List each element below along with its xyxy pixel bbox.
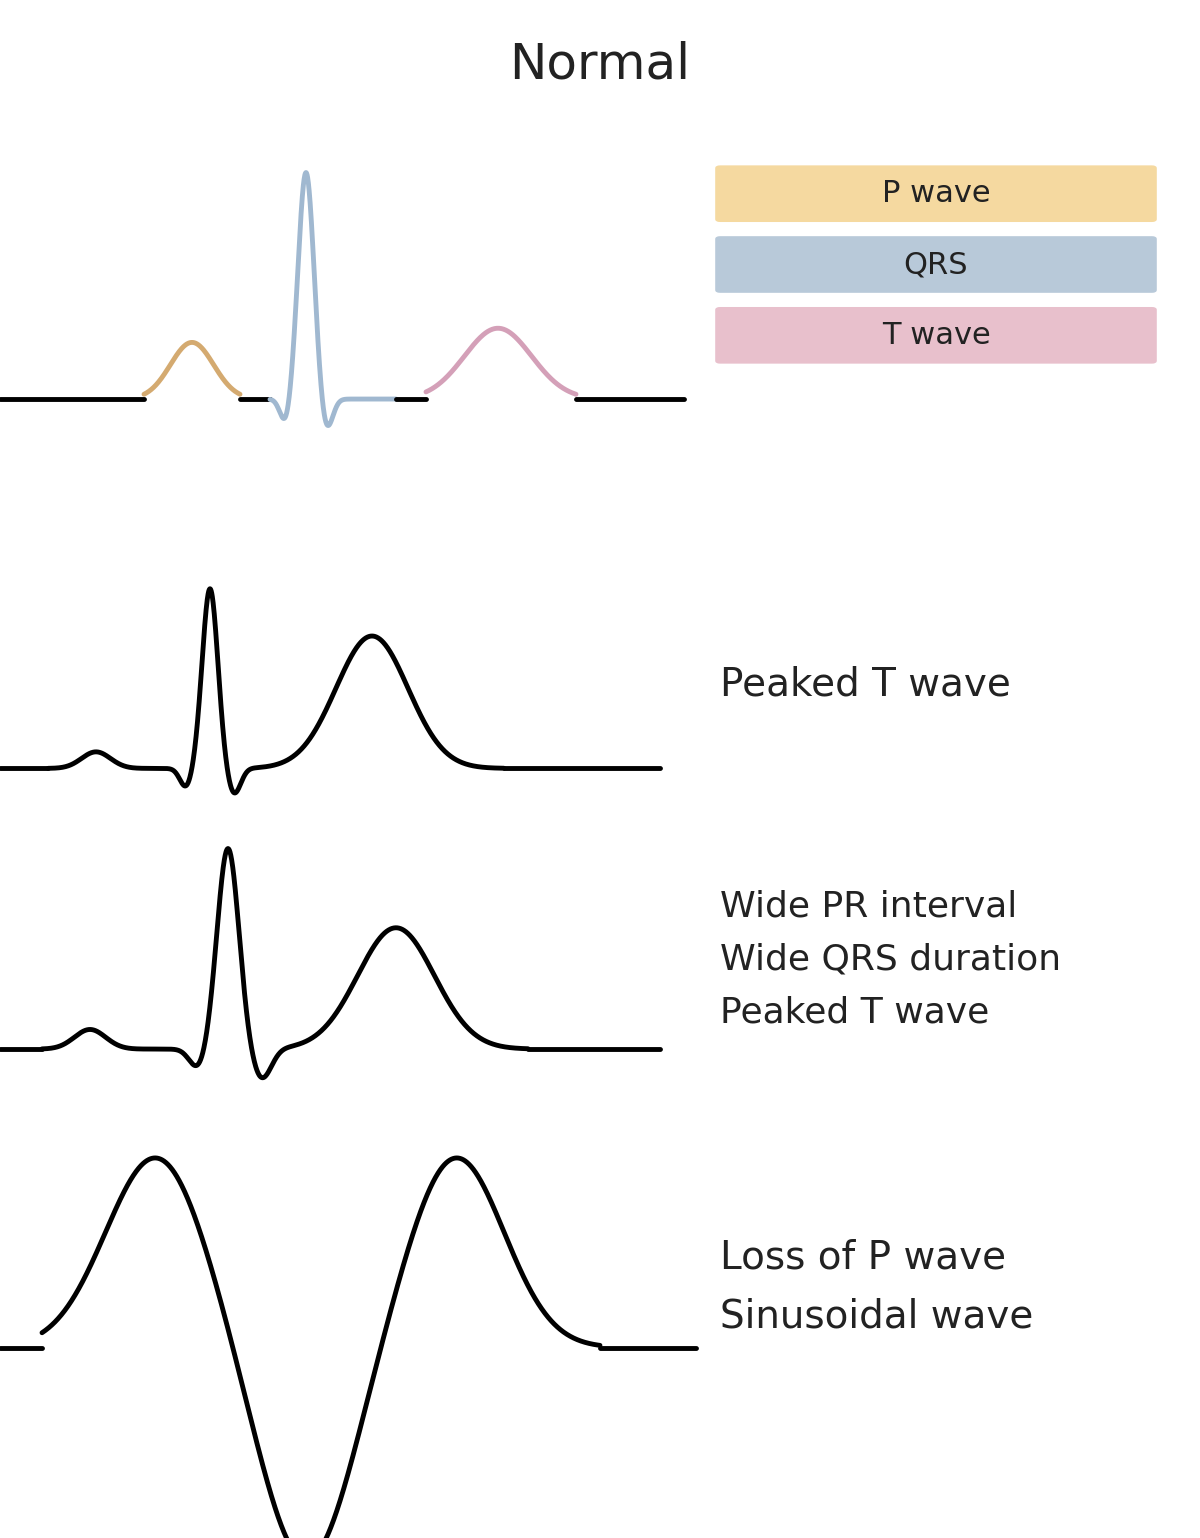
Text: P wave: P wave: [882, 180, 990, 208]
Text: Peaked T wave: Peaked T wave: [720, 666, 1010, 704]
Text: Increasing severity of hyperkalemia: Increasing severity of hyperkalemia: [227, 498, 973, 541]
FancyBboxPatch shape: [715, 308, 1157, 363]
FancyBboxPatch shape: [715, 166, 1157, 221]
Text: QRS: QRS: [904, 251, 968, 278]
Text: Normal: Normal: [510, 42, 690, 89]
Text: Loss of P wave
Sinusoidal wave: Loss of P wave Sinusoidal wave: [720, 1238, 1033, 1335]
Text: Wide PR interval
Wide QRS duration
Peaked T wave: Wide PR interval Wide QRS duration Peake…: [720, 889, 1061, 1029]
Text: T wave: T wave: [882, 321, 990, 349]
FancyBboxPatch shape: [715, 237, 1157, 292]
